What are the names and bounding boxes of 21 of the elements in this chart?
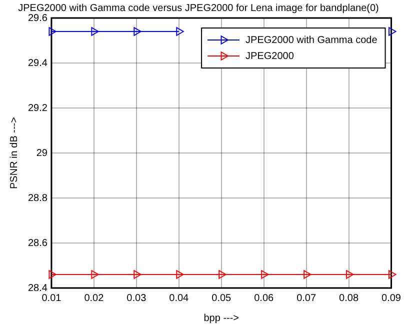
y-tick-label: 28.4 (28, 282, 48, 294)
x-tick-label: 0.02 (84, 292, 104, 304)
y-tick-label: 29.2 (28, 102, 48, 114)
x-tick-label: 0.09 (382, 292, 402, 304)
y-axis-title: PSNR in dB ---> (8, 116, 20, 189)
y-tick-label: 28.6 (28, 238, 48, 249)
y-tick-label: 29.6 (28, 12, 48, 24)
x-tick-label: 0.08 (339, 292, 359, 304)
y-tick-label: 28.8 (28, 192, 48, 204)
x-tick-label: 0.01 (42, 292, 62, 304)
x-tick-label: 0.04 (169, 292, 190, 304)
x-tick-label: 0.07 (296, 292, 316, 304)
x-tick-label: 0.05 (212, 292, 232, 304)
x-tick-label: 0.06 (254, 292, 274, 304)
y-tick-label: 29 (36, 148, 48, 159)
x-tick-label: 0.03 (126, 292, 147, 304)
legend-label: JPEG2000 with Gamma code (246, 34, 378, 46)
chart-title: JPEG2000 with Gamma code versus JPEG2000 for Lena image for bandplane(0) (18, 2, 379, 14)
x-axis-title: bpp ---> (204, 312, 240, 324)
y-tick-label: 29.4 (28, 58, 48, 69)
legend-label: JPEG2000 (246, 50, 294, 62)
